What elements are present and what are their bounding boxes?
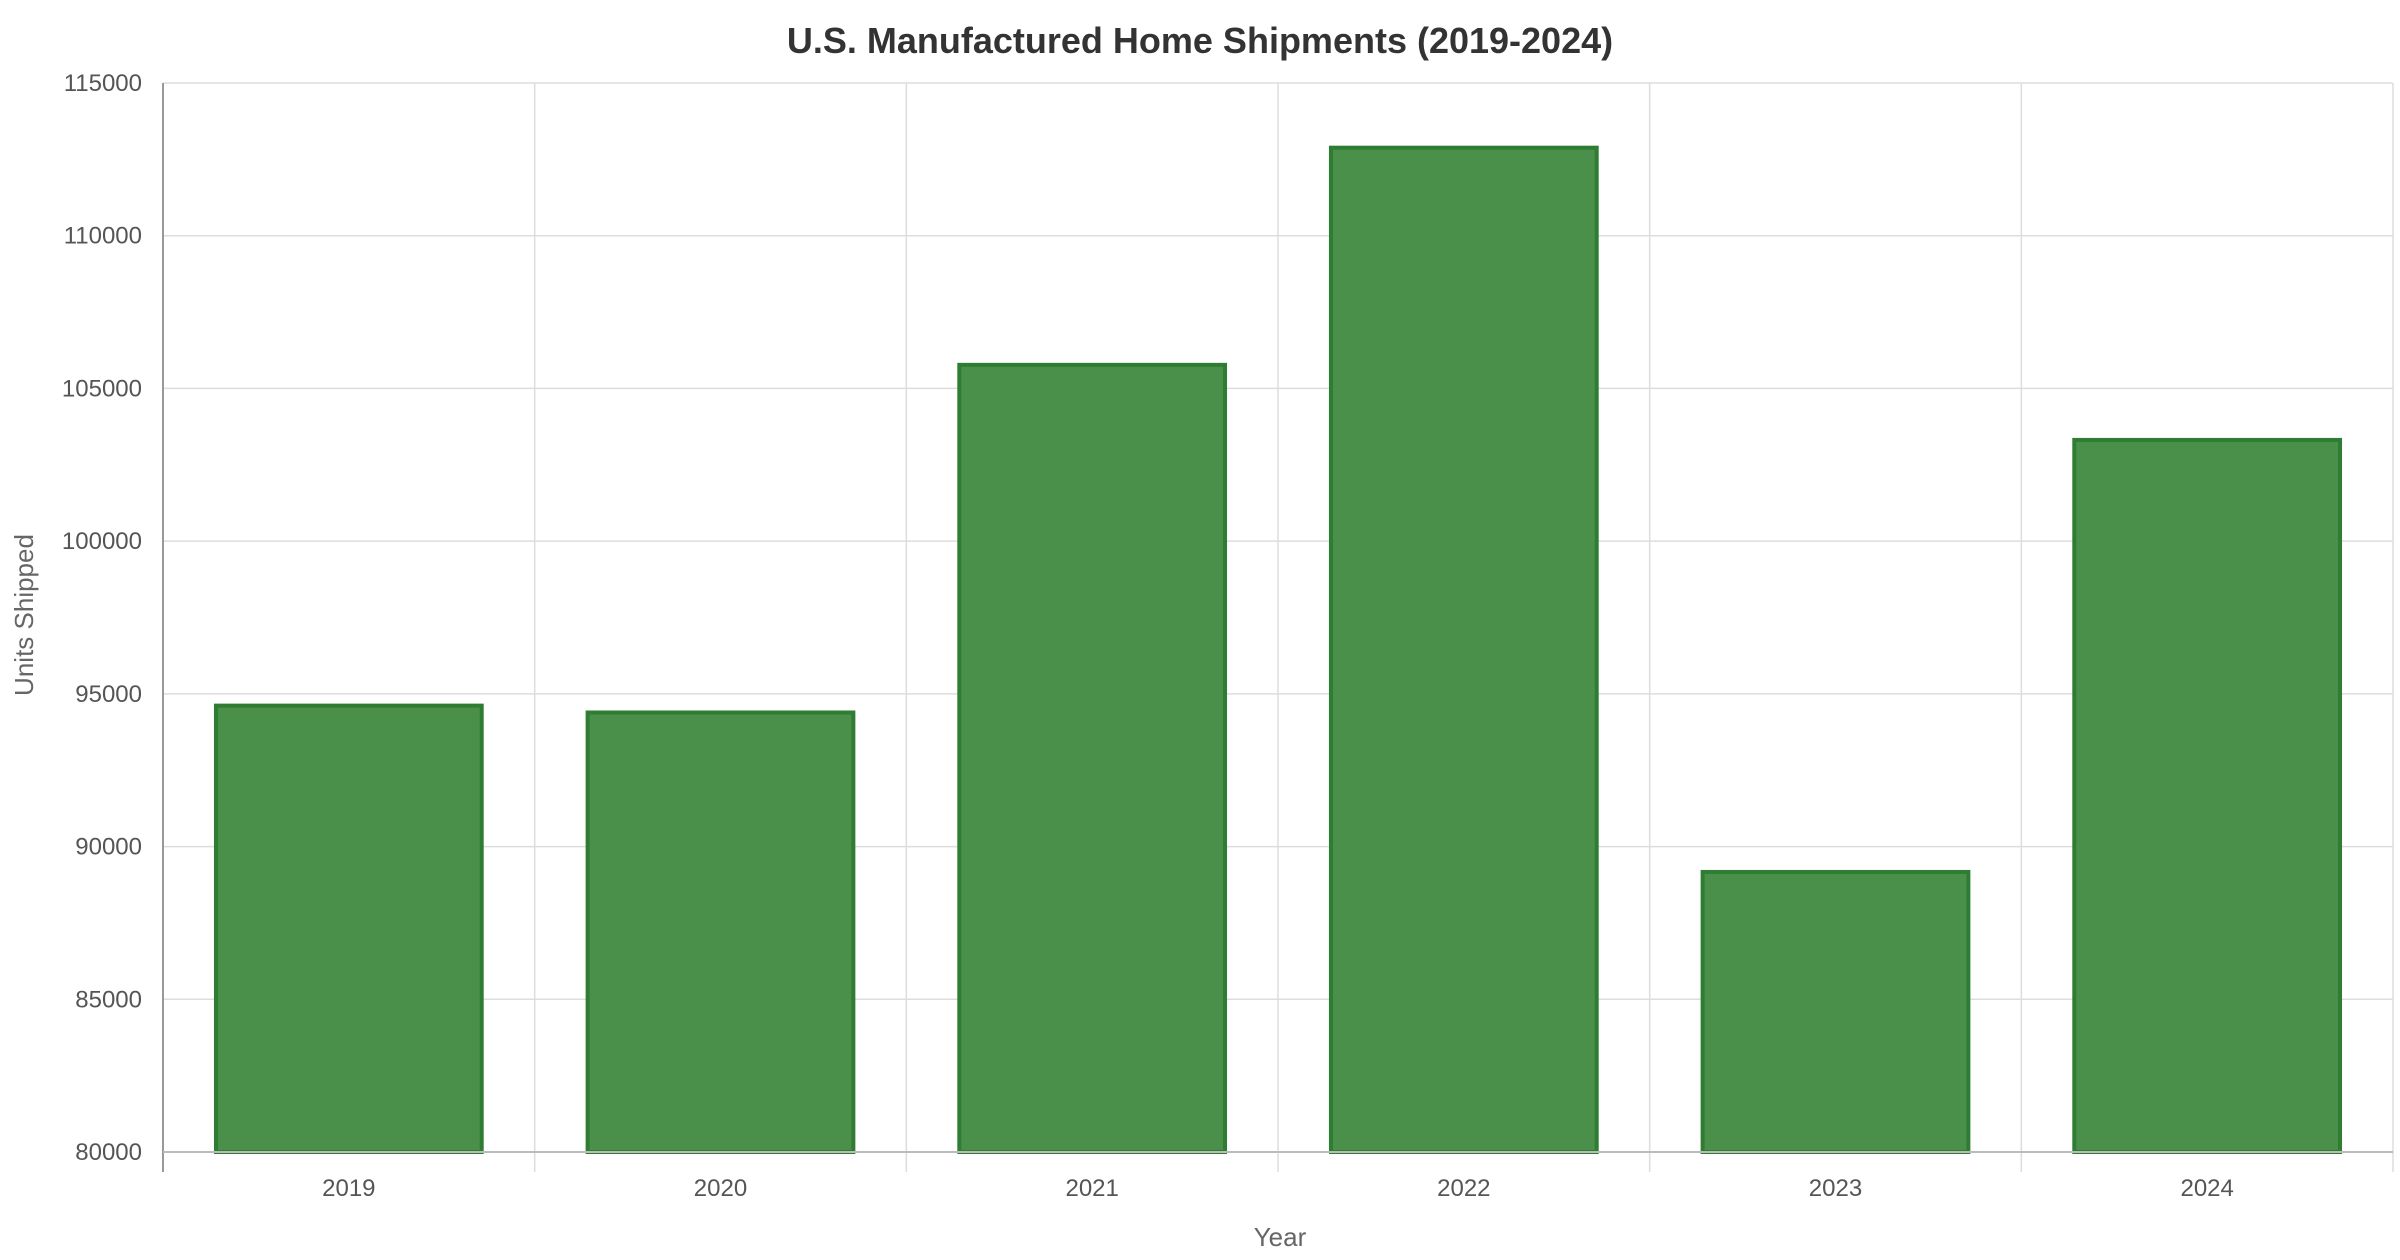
bar-2023[interactable] [1700, 869, 1971, 1154]
x-axis-label: Year [1254, 1222, 1307, 1252]
x-tick-label: 2023 [1809, 1175, 1862, 1202]
x-tick-label: 2021 [1065, 1175, 1118, 1202]
grid-lines [163, 82, 2394, 1153]
y-tick-label: 115000 [64, 70, 142, 97]
y-tick-label: 105000 [62, 375, 142, 402]
y-axis-label: Units Shipped [9, 534, 39, 696]
bar-2024[interactable] [2072, 437, 2343, 1154]
y-tick-label: 110000 [64, 223, 142, 250]
y-tick-label: 85000 [75, 986, 142, 1013]
bar-2020[interactable] [585, 710, 856, 1154]
x-tick-label: 2024 [2180, 1175, 2233, 1202]
x-tick-label: 2022 [1437, 1175, 1490, 1202]
bars [213, 145, 2343, 1155]
x-tick-label: 2020 [694, 1175, 747, 1202]
chart-title: U.S. Manufactured Home Shipments (2019-2… [787, 20, 1613, 61]
x-tick-label: 2019 [322, 1175, 375, 1202]
bar-2021[interactable] [957, 362, 1228, 1154]
bar-2019[interactable] [213, 703, 484, 1154]
y-tick-label: 80000 [75, 1139, 142, 1166]
bar-2022[interactable] [1328, 145, 1599, 1155]
y-tick-label: 100000 [62, 528, 142, 555]
y-tick-label: 95000 [75, 681, 142, 708]
tick-labels: 80000 85000 90000 95000 100000 105000 110000 11… [62, 70, 2234, 1202]
axes [162, 83, 2394, 1172]
y-tick-label: 90000 [75, 834, 142, 861]
